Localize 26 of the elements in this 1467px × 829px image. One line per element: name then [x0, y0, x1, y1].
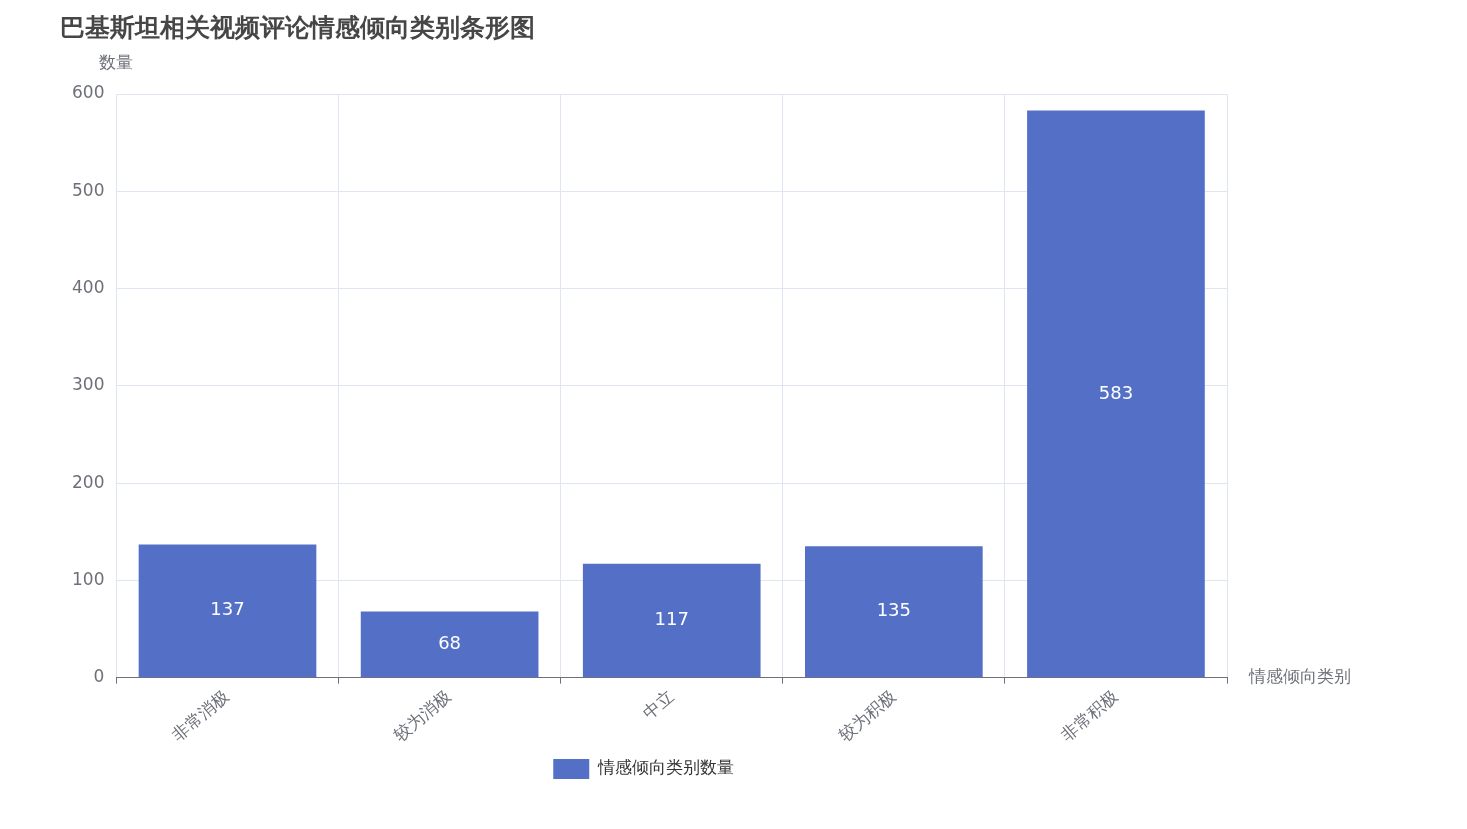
chart-title: 巴基斯坦相关视频评论情感倾向类别条形图 — [60, 12, 535, 42]
y-tick-label: 600 — [71, 82, 105, 103]
y-tick-label: 100 — [71, 568, 105, 589]
y-axis-title: 数量 — [99, 51, 134, 72]
y-tick-label: 200 — [71, 471, 105, 492]
x-tick-label: 较为消极 — [390, 685, 456, 745]
data-label: 117 — [654, 608, 689, 630]
x-tick-label: 较为积极 — [834, 685, 900, 745]
y-tick-label: 300 — [71, 374, 105, 395]
bar — [138, 544, 317, 678]
y-tick-label: 500 — [71, 179, 105, 200]
x-tick-label: 中立 — [638, 685, 678, 723]
legend-label: 情感倾向类别数量 — [596, 757, 734, 778]
bar — [804, 546, 983, 678]
y-tick-label: 0 — [93, 666, 105, 687]
y-tick-label: 400 — [71, 276, 105, 297]
bar — [582, 563, 761, 678]
data-label: 68 — [438, 632, 462, 654]
data-label: 135 — [876, 599, 912, 621]
data-label: 137 — [210, 598, 245, 620]
bar — [1027, 110, 1205, 678]
x-tick-label: 非常积极 — [1056, 685, 1122, 745]
data-label: 583 — [1098, 381, 1134, 403]
bar — [360, 611, 539, 678]
x-axis-title: 情感倾向类别 — [1248, 666, 1351, 687]
x-tick-label: 非常消极 — [167, 685, 233, 745]
